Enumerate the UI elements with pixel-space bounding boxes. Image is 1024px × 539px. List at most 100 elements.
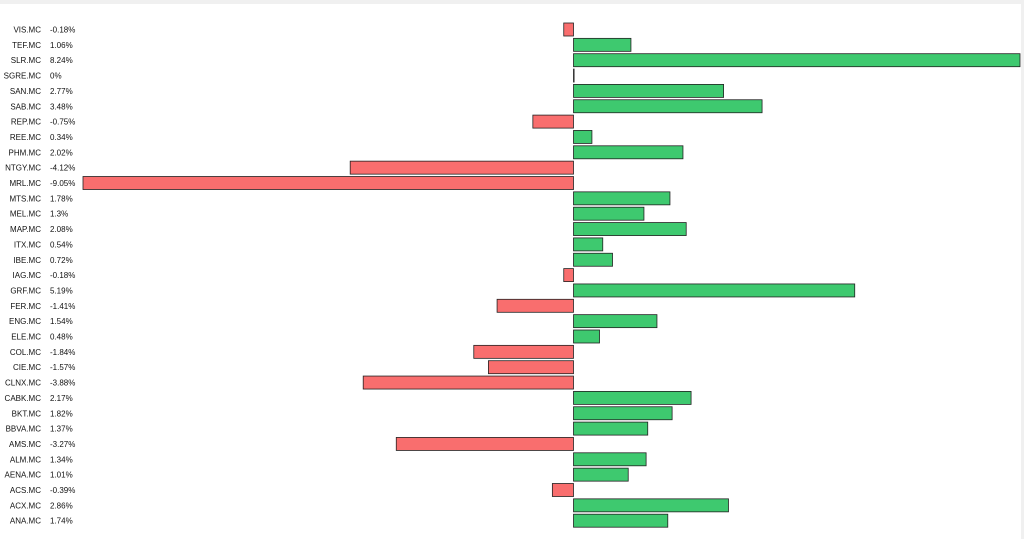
tick-label: CIE.MC: [13, 363, 41, 372]
value-label: 1.74%: [50, 517, 73, 526]
tick-label: MRL.MC: [9, 179, 41, 188]
value-label: 5.19%: [50, 286, 73, 295]
bar: [551, 483, 574, 497]
bar: [82, 176, 574, 190]
bar: [573, 68, 575, 83]
value-label: 1.06%: [50, 41, 73, 50]
tick-label: ALM.MC: [10, 455, 41, 464]
tick-label: GRF.MC: [10, 286, 41, 295]
bar: [496, 298, 574, 313]
tick-label: SAN.MC: [10, 87, 41, 96]
tick-label: ANA.MC: [10, 517, 41, 526]
value-label: -1.41%: [50, 302, 75, 311]
value-label: -1.84%: [50, 348, 75, 357]
value-label: 1.34%: [50, 455, 73, 464]
value-label: 3.48%: [50, 102, 73, 111]
tick-label: REE.MC: [10, 133, 41, 142]
value-label: 2.86%: [50, 501, 73, 510]
bar: [573, 513, 669, 528]
tick-label: AENA.MC: [5, 471, 42, 480]
bar: [362, 375, 574, 390]
tick-label: ACX.MC: [10, 501, 41, 510]
tick-label: IBE.MC: [13, 256, 41, 265]
bar: [573, 252, 613, 267]
value-label: 1.01%: [50, 471, 73, 480]
bar: [563, 268, 574, 283]
value-label: -0.39%: [50, 486, 75, 495]
tick-label: BKT.MC: [12, 409, 42, 418]
bar: [473, 344, 574, 359]
tick-label: ELE.MC: [11, 333, 41, 342]
value-label: 0%: [50, 72, 62, 81]
value-label: 0.54%: [50, 240, 73, 249]
value-label: 1.3%: [50, 210, 68, 219]
tick-label: FER.MC: [10, 302, 41, 311]
tick-label: ACS.MC: [10, 486, 41, 495]
bar: [573, 145, 684, 160]
bar: [573, 222, 687, 236]
tick-label: SGRE.MC: [4, 72, 42, 81]
value-label: 2.77%: [50, 87, 73, 96]
tick-label: ENG.MC: [9, 317, 41, 326]
tick-label: REP.MC: [11, 118, 41, 127]
bar: [573, 237, 604, 252]
bar: [573, 452, 647, 467]
bar: [532, 114, 574, 129]
value-label: -0.18%: [50, 271, 75, 280]
tick-label: MAP.MC: [10, 225, 41, 234]
tick-label: BBVA.MC: [6, 425, 42, 434]
tick-label: SAB.MC: [10, 102, 41, 111]
bar: [573, 498, 729, 513]
value-label: -0.75%: [50, 118, 75, 127]
tick-label: IAG.MC: [13, 271, 42, 280]
value-label: 2.08%: [50, 225, 73, 234]
tick-label: VIS.MC: [13, 26, 41, 35]
value-label: -9.05%: [50, 179, 75, 188]
value-label: -4.12%: [50, 164, 75, 173]
tick-label: AMS.MC: [9, 440, 41, 449]
bar: [573, 314, 658, 329]
bar: [573, 467, 629, 482]
value-label: 1.54%: [50, 317, 73, 326]
bar: [573, 406, 673, 421]
row-labels: VIS.MC -0.18% TEF.MC 1.06% SLR.MC 8.24% SGRE.M…: [4, 26, 76, 526]
bar: [573, 191, 671, 206]
bar: [573, 390, 692, 405]
value-label: 0.34%: [50, 133, 73, 142]
bar: [573, 99, 763, 114]
tick-label: TEF.MC: [12, 41, 41, 50]
value-label: -3.88%: [50, 379, 75, 388]
value-label: -3.27%: [50, 440, 75, 449]
bar: [573, 421, 649, 436]
tick-label: CABK.MC: [5, 394, 42, 403]
bars: [82, 22, 1021, 528]
value-label: 1.78%: [50, 194, 73, 203]
value-label: 1.82%: [50, 409, 73, 418]
bar: [573, 206, 645, 221]
bar: [563, 22, 574, 37]
value-label: 0.48%: [50, 333, 73, 342]
bar: [573, 84, 724, 98]
value-label: -0.18%: [50, 26, 75, 35]
bar: [488, 360, 574, 375]
tick-label: CLNX.MC: [5, 379, 41, 388]
value-label: 2.02%: [50, 148, 73, 157]
value-label: 0.72%: [50, 256, 73, 265]
tick-label: PHM.MC: [9, 148, 42, 157]
bar: [349, 160, 574, 175]
tick-label: ITX.MC: [14, 240, 41, 249]
tick-label: MTS.MC: [9, 194, 41, 203]
value-label: 1.37%: [50, 425, 73, 434]
tick-label: MEL.MC: [10, 210, 41, 219]
bar: [395, 437, 574, 451]
value-label: 2.17%: [50, 394, 73, 403]
value-label: -1.57%: [50, 363, 75, 372]
bar: [573, 53, 1021, 68]
bar: [573, 329, 600, 344]
tick-label: SLR.MC: [11, 56, 41, 65]
tick-label: NTGY.MC: [5, 164, 41, 173]
tick-label: COL.MC: [10, 348, 41, 357]
bar: [573, 37, 632, 52]
bar: [573, 130, 593, 144]
